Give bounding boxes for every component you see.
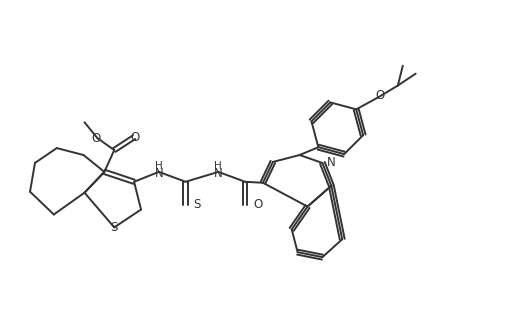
Text: S: S [193,198,201,211]
Text: O: O [130,131,140,144]
Text: N: N [214,167,223,180]
Text: N: N [154,167,163,180]
Text: O: O [253,198,262,211]
Text: N: N [327,157,336,169]
Text: S: S [111,221,118,234]
Text: H: H [214,161,222,171]
Text: O: O [376,89,385,102]
Text: H: H [155,161,163,171]
Text: O: O [92,132,101,145]
